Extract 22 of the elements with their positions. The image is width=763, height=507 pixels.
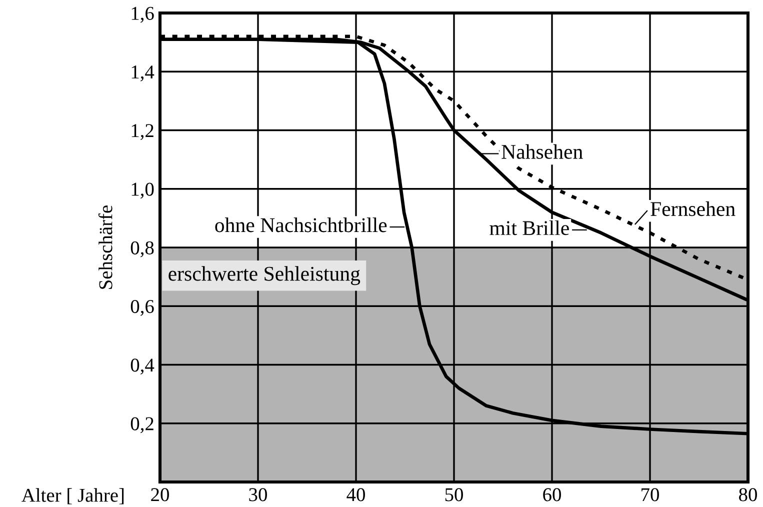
- x-tick-label: 60: [543, 488, 561, 502]
- x-tick-label: 70: [642, 488, 659, 502]
- y-tick-label: 0,2: [130, 417, 154, 434]
- annotation: mit Brille: [490, 220, 569, 236]
- x-tick-label: 30: [249, 488, 267, 502]
- annotation: ohne Nachsichtbrille: [215, 218, 387, 232]
- y-axis-title: Sehschärfe: [98, 206, 112, 289]
- y-tick-label: 1,4: [132, 66, 154, 82]
- y-tick-label: 0,4: [130, 358, 154, 374]
- y-tick-label: 0,8: [130, 241, 154, 258]
- x-tick-label: 40: [346, 488, 365, 502]
- x-tick-label: 80: [739, 488, 757, 502]
- x-tick-label: 50: [445, 488, 463, 502]
- y-tick-label: 1,2: [132, 124, 154, 140]
- x-tick-label: 20: [151, 488, 169, 502]
- y-tick-label: 0,6: [130, 300, 154, 316]
- band-label: erschwerte Sehleistung: [168, 266, 360, 286]
- y-tick-label: 1,0: [132, 182, 154, 199]
- annotation: Fernsehen: [650, 201, 736, 216]
- x-axis-title: Alter [ Jahre]: [22, 488, 124, 504]
- annotation: Nahsehen: [502, 144, 583, 159]
- y-tick-label: 1,6: [132, 6, 154, 23]
